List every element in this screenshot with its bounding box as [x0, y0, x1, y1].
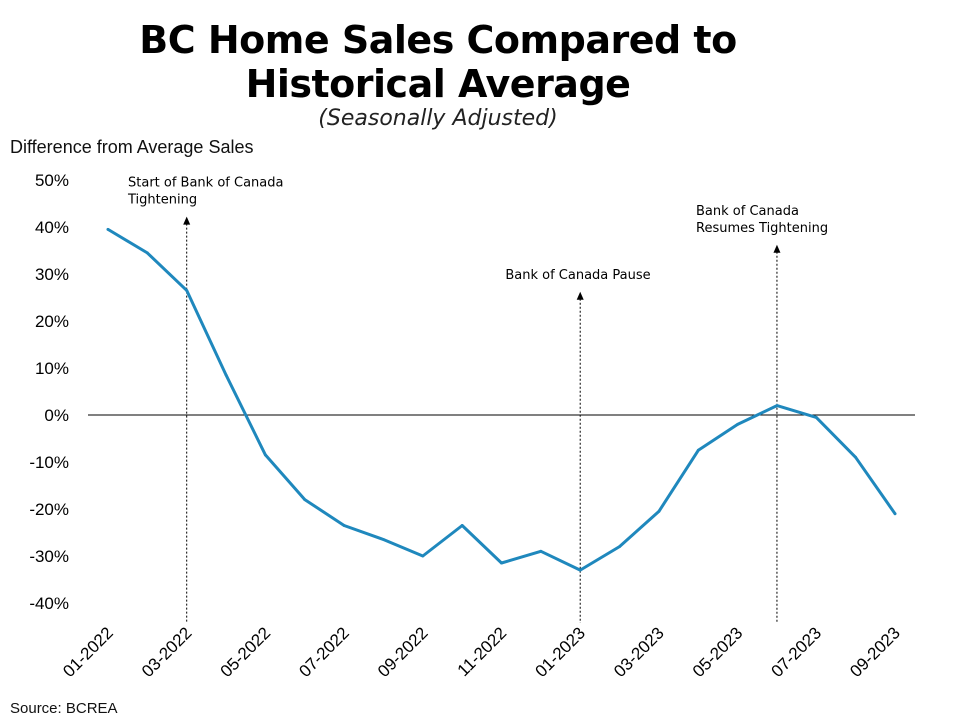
chart-title-line-2: Historical Average [245, 62, 631, 106]
annotation-label: Bank of Canada [696, 204, 799, 219]
data-point [696, 448, 700, 452]
x-tick-label: 11-2022 [454, 623, 511, 680]
data-point [854, 455, 858, 459]
chart-title-line-1: BC Home Sales Compared to [139, 18, 737, 62]
x-tick-label: 07-2022 [295, 623, 353, 681]
x-tick-label: 09-2023 [846, 623, 904, 681]
annotation-label: Start of Bank of Canada [128, 176, 283, 191]
data-point [382, 538, 385, 541]
data-point [500, 561, 503, 565]
y-axis-label: Difference from Average Sales [10, 137, 254, 157]
data-point [224, 373, 228, 377]
data-point [185, 289, 189, 292]
x-tick-label: 05-2022 [217, 623, 275, 681]
x-tick-label: 09-2022 [374, 623, 432, 681]
y-tick-label: 0% [44, 406, 69, 425]
data-point [814, 415, 818, 419]
data-point [775, 404, 779, 407]
annotation-arrowhead [183, 216, 191, 225]
y-tick-label: 30% [35, 265, 69, 284]
x-tick-label: 07-2023 [768, 623, 826, 681]
x-tick-label: 03-2023 [610, 623, 668, 681]
data-point [657, 509, 661, 513]
data-point [539, 549, 543, 553]
y-tick-label: 40% [35, 218, 69, 237]
data-point [618, 545, 621, 548]
data-point [421, 554, 425, 558]
x-tick-label: 01-2023 [531, 623, 589, 681]
chart-subtitle: (Seasonally Adjusted) [318, 106, 558, 131]
data-point [893, 512, 897, 516]
chart-title: BC Home Sales Compared to Historical Ave… [0, 18, 876, 106]
x-tick-label: 03-2022 [138, 623, 196, 681]
annotation-arrowhead [576, 291, 584, 300]
data-point [303, 498, 307, 501]
data-point [145, 251, 149, 255]
data-point [460, 524, 464, 527]
data-point [736, 423, 739, 426]
annotation-label: Resumes Tightening [696, 221, 828, 236]
data-point [578, 568, 582, 572]
x-tick-label: 01-2022 [59, 623, 117, 681]
y-tick-label: -10% [29, 453, 69, 472]
data-point [342, 524, 346, 527]
data-point [264, 453, 267, 457]
y-tick-label: 20% [35, 312, 69, 331]
annotation-label: Tightening [127, 193, 197, 208]
y-tick-label: -30% [29, 547, 69, 566]
annotation-arrowhead [773, 244, 781, 253]
data-point [106, 227, 110, 231]
y-tick-label: -20% [29, 500, 69, 519]
y-tick-label: -40% [29, 594, 69, 613]
annotation-label: Bank of Canada Pause [505, 268, 650, 283]
x-tick-label: 05-2023 [689, 623, 747, 681]
y-tick-label: 50% [35, 171, 69, 190]
source-note: Source: BCREA [10, 700, 118, 717]
y-tick-label: 10% [35, 359, 69, 378]
